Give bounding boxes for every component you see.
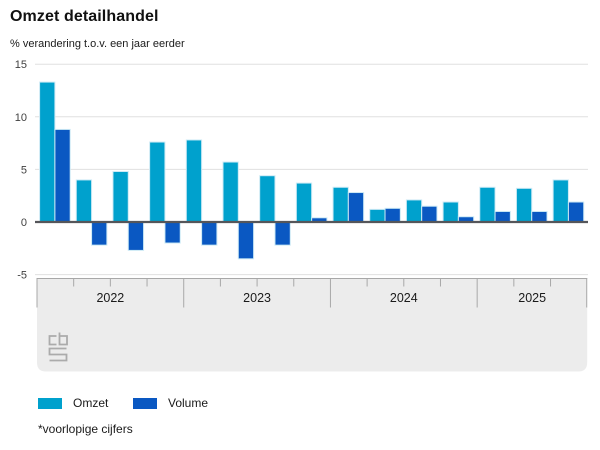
bar-chart: 15 10 5 0 -5 2022 2023 2024 2025 bbox=[15, 59, 588, 372]
bar-volume-2024-k1 bbox=[347, 192, 365, 223]
volume-swatch-icon bbox=[133, 397, 157, 409]
y-axis-tick-label: 15 bbox=[15, 59, 27, 71]
bar-omzet-2024-k2 bbox=[369, 208, 386, 223]
cbs-logo-icon bbox=[48, 347, 68, 362]
bar-omzet-2025-k2 bbox=[515, 187, 533, 223]
bar-omzet-2023-k2 bbox=[222, 161, 239, 223]
page-title: Omzet detailhandel bbox=[10, 8, 159, 25]
y-axis-tick-label: 10 bbox=[15, 112, 27, 124]
legend-label-omzet: Omzet bbox=[73, 396, 109, 410]
omzet-swatch-icon bbox=[38, 397, 62, 409]
bar-omzet-2025-k1 bbox=[479, 186, 496, 223]
bar-volume-2022-k4 bbox=[164, 221, 181, 244]
bar-omzet-2023-k3 bbox=[259, 175, 276, 223]
bar-volume-2023-k3 bbox=[274, 221, 291, 246]
legend-label-volume: Volume bbox=[168, 396, 209, 410]
bar-omzet-2022-k3 bbox=[112, 171, 129, 223]
footnote: *voorlopige cijfers bbox=[38, 422, 133, 436]
bar-volume-2023-k1 bbox=[201, 221, 218, 246]
y-axis-tick-label: -5 bbox=[17, 270, 27, 282]
bar-omzet-2025-k3 bbox=[552, 179, 569, 223]
bar-omzet-2022-k1 bbox=[39, 81, 56, 223]
bar-volume-2025-k2 bbox=[531, 210, 548, 223]
bar-volume-2025-k3 bbox=[567, 201, 585, 223]
bar-omzet-2023-k4 bbox=[295, 182, 313, 223]
cbs-logo-icon bbox=[48, 335, 57, 346]
cbs-logo-icon bbox=[58, 332, 68, 346]
x-axis-year-label: 2024 bbox=[390, 291, 418, 305]
bar-omzet-2022-k4 bbox=[149, 141, 166, 223]
x-axis-year-label: 2023 bbox=[243, 291, 271, 305]
x-axis-year-label: 2025 bbox=[518, 291, 546, 305]
x-axis-year-label: 2022 bbox=[96, 291, 124, 305]
legend: Omzet Volume bbox=[0, 396, 600, 414]
y-axis-tick-label: 5 bbox=[21, 164, 27, 176]
bar-volume-2024-k3 bbox=[421, 205, 438, 223]
bar-omzet-2024-k4 bbox=[442, 201, 459, 223]
bar-volume-2022-k1 bbox=[54, 128, 71, 223]
bar-omzet-2024-k1 bbox=[332, 186, 349, 223]
bar-volume-2022-k2 bbox=[91, 221, 108, 246]
bar-volume-2023-k2 bbox=[237, 221, 255, 260]
bar-volume-2022-k3 bbox=[127, 221, 145, 251]
bar-omzet-2022-k2 bbox=[75, 179, 93, 223]
legend-item-volume: Volume bbox=[133, 396, 208, 410]
bar-omzet-2023-k1 bbox=[185, 139, 203, 223]
chart-subtitle: % verandering t.o.v. een jaar eerder bbox=[10, 38, 185, 50]
x-axis-band bbox=[37, 278, 588, 372]
y-axis-tick-label: 0 bbox=[21, 217, 27, 229]
legend-item-omzet: Omzet bbox=[38, 396, 108, 410]
bar-omzet-2024-k3 bbox=[405, 199, 423, 223]
bar-volume-2025-k1 bbox=[494, 210, 511, 223]
bar-volume-2024-k2 bbox=[384, 207, 401, 223]
